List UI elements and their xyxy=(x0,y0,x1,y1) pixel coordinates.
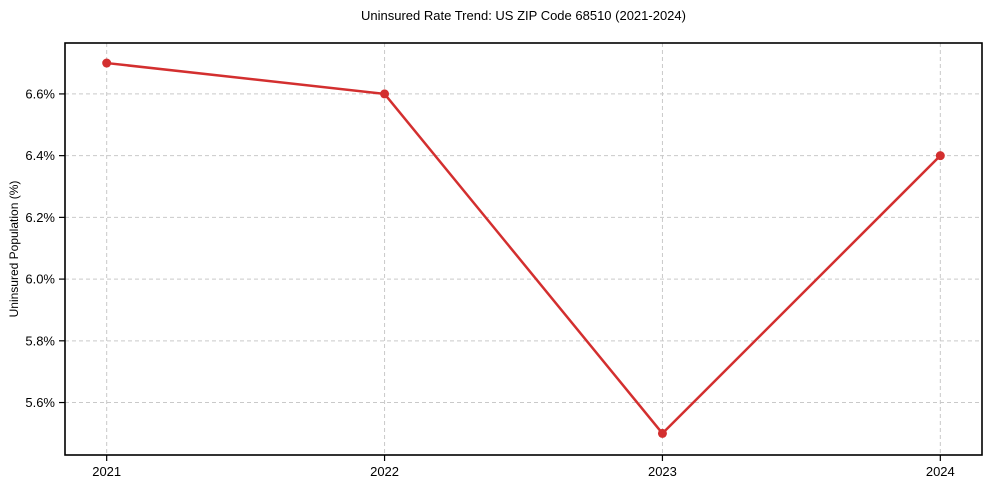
y-tick-label: 6.4% xyxy=(25,148,55,163)
y-tick-label: 6.6% xyxy=(25,86,55,101)
x-tick-label: 2021 xyxy=(92,464,121,479)
x-tick-label: 2022 xyxy=(370,464,399,479)
trend-line xyxy=(105,61,942,435)
data-point xyxy=(935,151,945,161)
x-tick-label: 2023 xyxy=(648,464,677,479)
chart-title: Uninsured Rate Trend: US ZIP Code 68510 … xyxy=(361,8,686,23)
y-axis-label: Uninsured Population (%) xyxy=(7,180,21,318)
y-tick-label: 6.0% xyxy=(25,272,55,287)
x-tick-label: 2024 xyxy=(926,464,955,479)
y-tick-label: 5.8% xyxy=(25,333,55,348)
y-tick-label: 6.2% xyxy=(25,210,55,225)
data-point xyxy=(102,58,112,68)
data-point xyxy=(657,428,667,438)
plot-border xyxy=(64,42,983,456)
y-tick-label: 5.6% xyxy=(25,395,55,410)
data-point xyxy=(380,89,390,99)
